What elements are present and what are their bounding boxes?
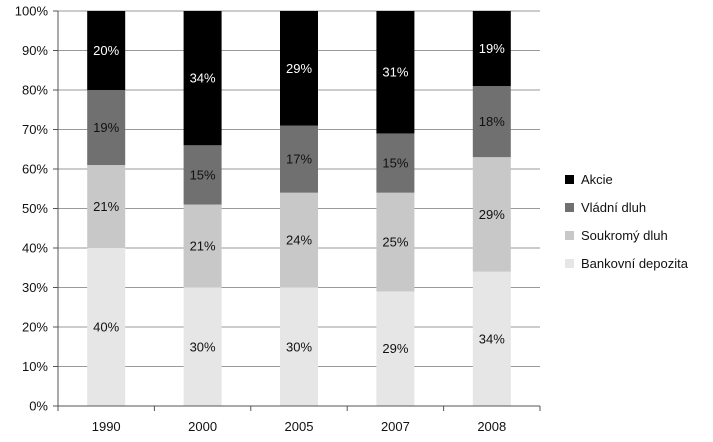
x-tick-label: 2000 [188, 419, 217, 434]
data-label: 19% [93, 120, 119, 135]
legend-label: Akcie [581, 172, 613, 187]
y-tick-label: 60% [22, 162, 48, 177]
legend-label: Vládní dluh [581, 200, 646, 215]
y-tick-label: 90% [22, 43, 48, 58]
bar-segment [376, 11, 415, 134]
y-tick-label: 20% [22, 320, 48, 335]
bar-segment [183, 287, 222, 406]
data-label: 19% [479, 41, 505, 56]
bar-segment [472, 271, 511, 406]
bar-segment [280, 11, 318, 126]
bar-segment [87, 248, 126, 406]
data-label: 25% [382, 235, 408, 250]
bar-segment [472, 11, 511, 87]
x-tick-label: 2005 [285, 419, 314, 434]
bar-segment [87, 90, 126, 166]
y-tick-label: 30% [22, 280, 48, 295]
y-tick-label: 0% [29, 399, 48, 414]
bar-segment [280, 287, 318, 406]
data-label: 17% [286, 152, 312, 167]
data-label: 30% [286, 339, 312, 354]
data-label: 15% [382, 156, 408, 171]
bar-segment [472, 86, 511, 158]
data-label: 15% [190, 167, 216, 182]
bar-segment [183, 11, 222, 146]
x-tick-label: 1990 [92, 419, 121, 434]
y-tick-label: 80% [22, 83, 48, 98]
bar-segment [87, 165, 126, 248]
data-label: 21% [93, 199, 119, 214]
bar-segment [280, 192, 318, 288]
bar-segment [376, 133, 415, 193]
legend-label: Bankovní depozita [581, 256, 689, 271]
data-label: 29% [286, 61, 312, 76]
data-label: 24% [286, 233, 312, 248]
legend-swatch [565, 175, 574, 184]
bar-segment [183, 204, 222, 288]
data-label: 18% [479, 114, 505, 129]
legend-label: Soukromý dluh [581, 228, 668, 243]
bar-segment [376, 192, 415, 292]
y-tick-label: 50% [22, 201, 48, 216]
bar-segment [376, 291, 415, 406]
x-tick-label: 2008 [477, 419, 506, 434]
data-label: 21% [190, 239, 216, 254]
legend-swatch [565, 203, 574, 212]
data-label: 40% [93, 320, 119, 335]
bar-segment [472, 157, 511, 272]
y-tick-label: 70% [22, 122, 48, 137]
x-tick-label: 2007 [381, 419, 410, 434]
data-label: 20% [93, 43, 119, 58]
data-label: 29% [382, 341, 408, 356]
y-tick-label: 40% [22, 241, 48, 256]
data-label: 34% [479, 331, 505, 346]
data-label: 30% [190, 339, 216, 354]
data-label: 29% [479, 207, 505, 222]
y-tick-label: 100% [15, 4, 49, 19]
bar-segment [280, 125, 318, 193]
data-label: 34% [190, 71, 216, 86]
legend-swatch [565, 231, 574, 240]
data-label: 31% [382, 65, 408, 80]
y-tick-label: 10% [22, 359, 48, 374]
bar-segment [183, 145, 222, 205]
legend-swatch [565, 259, 574, 268]
bar-segment [87, 11, 126, 90]
